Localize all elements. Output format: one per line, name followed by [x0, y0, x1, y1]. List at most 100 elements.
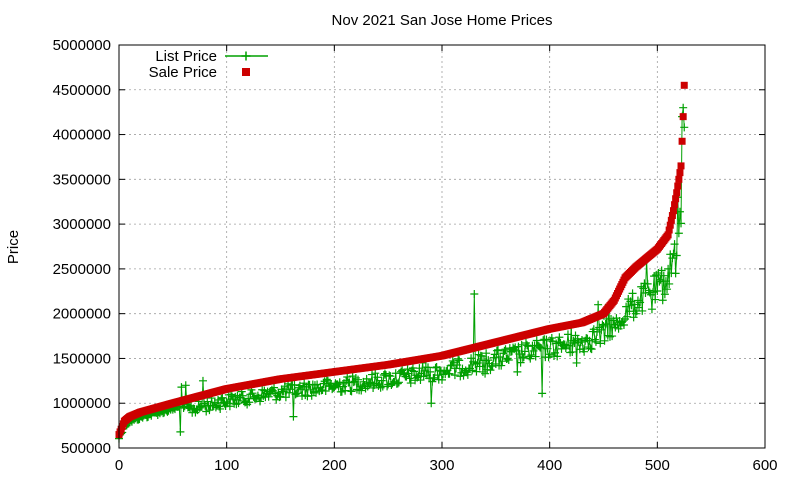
axes: 0 100 200 300 400 500 600 500000 1000000 1500000 2…: [53, 37, 778, 474]
sale-price-point: [666, 221, 674, 229]
list-price-point: [492, 346, 501, 355]
sale-price-series: [115, 81, 688, 439]
y-tick-label: 3000000: [53, 216, 111, 233]
list-price-point: [623, 312, 632, 321]
list-price-point: [537, 344, 546, 353]
x-tick-label: 400: [537, 457, 562, 474]
list-price-point: [664, 264, 673, 273]
list-price-point: [383, 382, 392, 391]
list-price-point: [276, 392, 285, 401]
sale-price-point: [678, 137, 686, 145]
list-price-point: [619, 321, 628, 330]
list-price-point: [500, 346, 509, 355]
list-price-point: [555, 333, 564, 342]
x-tick-label: 200: [322, 457, 347, 474]
list-price-point: [565, 341, 574, 350]
list-price-point: [587, 345, 596, 354]
sale-price-point: [676, 169, 684, 177]
sale-price-point: [671, 201, 679, 209]
list-price-point: [526, 354, 535, 363]
sale-price-point: [667, 216, 675, 224]
y-tick-label: 1500000: [53, 350, 111, 367]
list-price-point: [371, 369, 380, 378]
list-price-point: [519, 353, 528, 362]
legend-marker-sale-price: [242, 68, 250, 76]
list-price-point: [658, 296, 667, 305]
list-price-point: [403, 365, 412, 374]
list-price-point: [181, 381, 190, 390]
list-price-point: [463, 370, 472, 379]
x-tick-label: 600: [752, 457, 777, 474]
list-price-point: [424, 363, 433, 372]
list-price-point: [649, 288, 658, 297]
list-price-point: [675, 207, 684, 216]
list-price-point: [238, 391, 247, 400]
list-price-point: [568, 347, 577, 356]
list-price-point: [680, 123, 689, 132]
list-price-point: [663, 285, 672, 294]
list-price-point: [386, 372, 395, 381]
list-price-point: [405, 374, 414, 383]
list-price-point: [600, 336, 609, 345]
list-price-point: [651, 295, 660, 304]
list-price-point: [385, 371, 394, 380]
list-price-point: [289, 412, 298, 421]
list-price-point: [570, 339, 579, 348]
sale-price-point: [677, 162, 685, 170]
list-price-point: [538, 389, 547, 398]
legend-label-sale-price: Sale Price: [149, 64, 217, 81]
list-price-point: [670, 240, 679, 249]
list-price-point: [679, 103, 688, 112]
list-price-point: [176, 427, 185, 436]
legend-marker-list-price: [241, 51, 251, 61]
list-price-point: [445, 369, 454, 378]
sale-price-point: [680, 81, 688, 89]
list-price-point: [527, 350, 536, 359]
sale-price-point: [679, 113, 687, 121]
list-price-point: [557, 344, 566, 353]
list-price-point: [504, 355, 513, 364]
list-price-point: [601, 320, 610, 329]
list-price-point: [455, 356, 464, 365]
list-price-point: [638, 306, 647, 315]
list-price-point: [484, 356, 493, 365]
list-price-point: [218, 393, 227, 402]
list-price-point: [535, 343, 544, 352]
list-price-point: [503, 354, 512, 363]
x-tick-label: 500: [645, 457, 670, 474]
list-price-point: [198, 376, 207, 385]
list-price-point: [513, 367, 522, 376]
list-price-point: [438, 375, 446, 384]
list-price-point: [671, 269, 680, 278]
list-price-point: [608, 332, 617, 341]
y-tick-label: 1000000: [53, 395, 111, 412]
list-price-point: [501, 345, 510, 354]
sale-price-point: [668, 212, 676, 220]
y-tick-label: 4500000: [53, 82, 111, 99]
list-price-point: [377, 376, 386, 385]
sale-price-point: [664, 231, 672, 239]
list-price-point: [529, 346, 538, 355]
list-price-point: [343, 372, 352, 381]
list-price-point: [520, 347, 529, 356]
list-price-point: [177, 383, 186, 392]
x-tick-label: 0: [115, 457, 123, 474]
list-price-point: [665, 279, 674, 288]
list-price-point: [222, 397, 231, 406]
list-price-point: [647, 305, 656, 314]
list-price-point: [594, 300, 603, 309]
list-price-point: [656, 275, 665, 284]
list-price-point: [406, 379, 415, 388]
list-price-point: [335, 378, 344, 387]
list-price-point: [393, 379, 402, 388]
list-price-point: [470, 289, 479, 298]
list-price-point: [545, 350, 554, 359]
list-price-point: [593, 327, 602, 336]
sale-price-point: [669, 207, 677, 215]
list-price-point: [426, 367, 435, 376]
list-price-point: [542, 335, 551, 344]
list-price-point: [660, 290, 669, 299]
list-price-point: [482, 349, 491, 358]
list-price-point: [468, 366, 477, 375]
list-price-point: [431, 363, 440, 372]
